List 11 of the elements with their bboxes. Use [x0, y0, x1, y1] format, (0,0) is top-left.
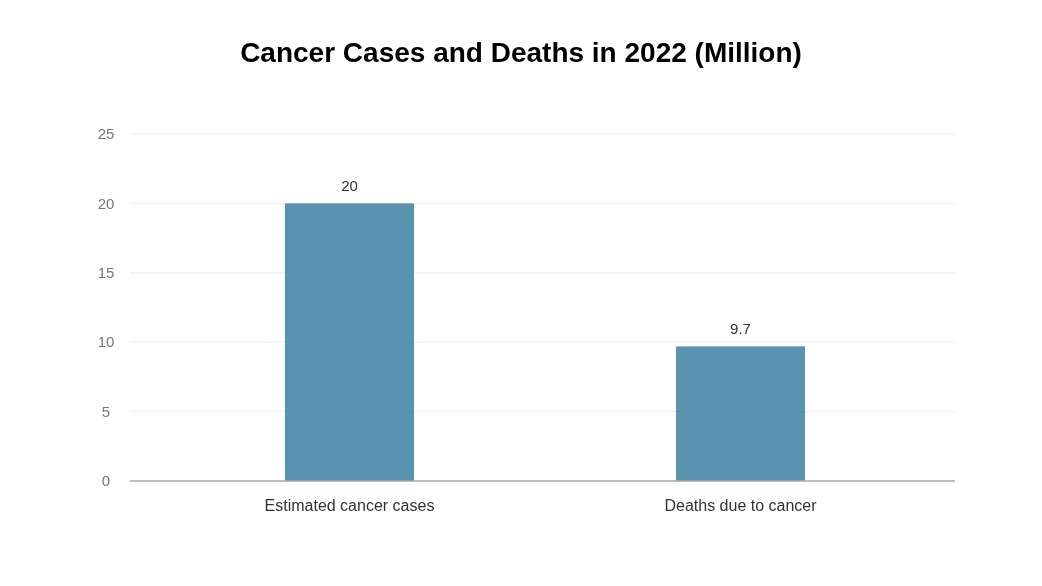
y-tick-label: 5	[101, 402, 111, 420]
y-tick-label: 0	[101, 472, 111, 490]
x-tick-label: Estimated cancer cases	[264, 497, 435, 514]
x-tick-label: Deaths due to cancer	[664, 497, 818, 514]
y-tick-label: 10	[97, 333, 115, 351]
data-label: 20	[341, 177, 358, 195]
y-tick-label: 15	[97, 264, 115, 282]
y-tick-label: 25	[97, 125, 115, 143]
chart-title: Cancer Cases and Deaths in 2022 (Million)	[240, 37, 802, 68]
y-tick-label: 20	[97, 194, 115, 212]
data-label: 9.7	[730, 320, 751, 338]
